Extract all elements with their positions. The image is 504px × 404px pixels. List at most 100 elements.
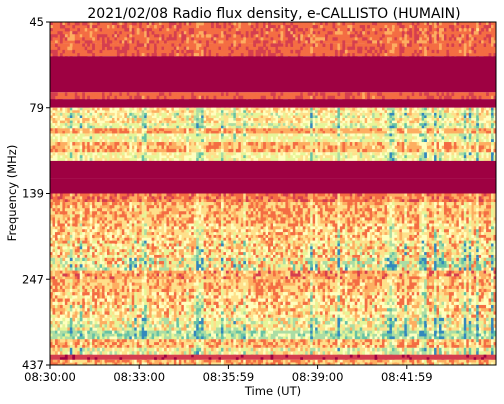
heatmap-cell: [382, 22, 385, 26]
heatmap-cell: [367, 205, 370, 209]
heatmap-cell: [471, 92, 474, 97]
heatmap-cell: [201, 95, 204, 100]
heatmap-cell: [401, 145, 405, 150]
heatmap-cell: [243, 49, 247, 54]
heatmap-cell: [344, 214, 348, 218]
heatmap-cell: [310, 43, 313, 47]
heatmap-cell: [223, 115, 227, 119]
heatmap-cell: [151, 110, 155, 114]
heatmap-cell: [69, 208, 73, 212]
heatmap-cell: [134, 202, 138, 206]
heatmap-cell: [409, 123, 413, 127]
heatmap-cell: [198, 208, 202, 212]
heatmap-cell: [225, 152, 229, 156]
heatmap-cell: [364, 107, 368, 111]
heatmap-cell: [273, 196, 276, 200]
heatmap-cell: [240, 128, 244, 132]
heatmap-cell: [243, 123, 247, 127]
heatmap-cell: [57, 205, 61, 209]
heatmap-cell: [149, 152, 152, 156]
heatmap-cell: [168, 208, 172, 212]
heatmap-cell: [87, 139, 90, 143]
heatmap-cell: [220, 139, 224, 143]
heatmap-cell: [52, 205, 56, 209]
heatmap-cell: [260, 37, 264, 41]
heatmap-cell: [136, 31, 140, 35]
heatmap-cell: [414, 92, 418, 97]
heatmap-cell: [134, 46, 138, 51]
heatmap-cell: [411, 46, 415, 51]
heatmap-cell: [173, 123, 177, 127]
heatmap-cell: [263, 133, 266, 137]
heatmap-cell: [225, 136, 229, 140]
heatmap-cell: [369, 136, 373, 140]
heatmap-cell: [443, 211, 447, 215]
heatmap-cell: [223, 193, 227, 197]
heatmap-cell: [424, 211, 427, 215]
heatmap-cell: [434, 31, 437, 35]
heatmap-cell: [359, 107, 363, 111]
heatmap-cell: [230, 123, 234, 127]
heatmap-cell: [416, 34, 420, 38]
heatmap-cell: [79, 95, 83, 100]
heatmap-cell: [213, 123, 217, 127]
heatmap-cell: [386, 31, 390, 35]
heatmap-cell: [168, 22, 172, 26]
heatmap-cell: [178, 95, 182, 100]
heatmap-cell: [290, 28, 294, 32]
heatmap-cell: [218, 112, 222, 116]
heatmap-cell: [230, 142, 234, 146]
heatmap-cell: [243, 158, 247, 162]
heatmap-cell: [399, 136, 403, 140]
heatmap-cell: [146, 133, 150, 137]
heatmap-cell: [178, 155, 182, 159]
heatmap-cell: [97, 120, 100, 124]
heatmap-cell: [488, 22, 492, 26]
heatmap-cell: [305, 136, 308, 140]
heatmap-cell: [124, 107, 128, 111]
heatmap-cell: [456, 136, 460, 140]
heatmap-cell: [203, 110, 207, 114]
heatmap-cell: [92, 28, 95, 32]
heatmap-cell: [456, 40, 460, 44]
heatmap-cell: [334, 155, 338, 159]
heatmap-cell: [285, 158, 289, 162]
heatmap-cell: [64, 118, 68, 121]
heatmap-cell: [136, 133, 140, 137]
heatmap-cell: [463, 152, 467, 156]
heatmap-cell: [302, 199, 306, 203]
heatmap-cell: [359, 211, 363, 215]
heatmap-cell: [332, 128, 336, 132]
heatmap-cell: [357, 214, 361, 218]
heatmap-cell: [414, 155, 418, 159]
heatmap-cell: [92, 125, 95, 129]
heatmap-cell: [287, 95, 291, 100]
heatmap-cell: [379, 28, 383, 32]
heatmap-cell: [332, 112, 336, 116]
heatmap-cell: [337, 158, 341, 162]
heatmap-cell: [114, 49, 118, 54]
heatmap-cell: [203, 205, 207, 209]
heatmap-cell: [99, 107, 103, 111]
heatmap-cell: [253, 110, 256, 114]
heatmap-cell: [429, 110, 432, 114]
heatmap-cell: [84, 208, 88, 212]
heatmap-cell: [406, 155, 410, 159]
heatmap-cell: [131, 31, 135, 35]
heatmap-cell: [292, 199, 296, 203]
heatmap-cell: [106, 158, 110, 162]
heatmap-cell: [404, 128, 408, 132]
heatmap-cell: [409, 118, 413, 121]
heatmap-cell: [111, 95, 115, 100]
heatmap-cell: [74, 193, 78, 197]
heatmap-cell: [223, 53, 227, 57]
heatmap-cell: [258, 133, 261, 137]
heatmap-cell: [295, 112, 299, 116]
heatmap-cell: [62, 196, 66, 200]
heatmap-cell: [439, 28, 442, 32]
heatmap-cell: [126, 199, 130, 203]
heatmap-cell: [456, 31, 460, 35]
heatmap-cell: [121, 152, 125, 156]
heatmap-cell: [166, 148, 170, 153]
heatmap-cell: [396, 28, 400, 32]
